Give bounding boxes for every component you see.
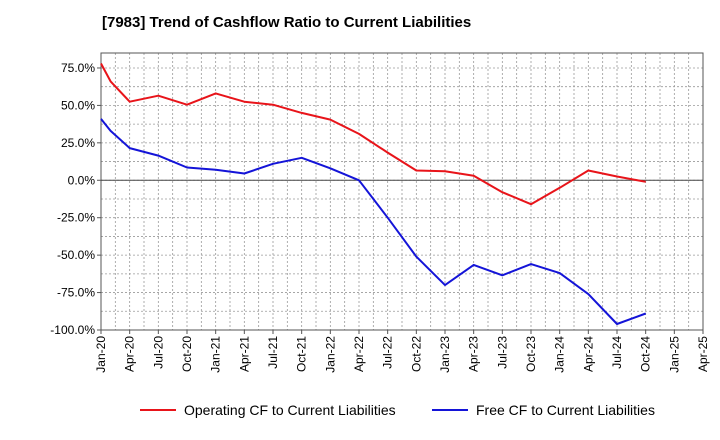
y-tick-label: 0.0% xyxy=(68,173,96,187)
legend-swatch-blue xyxy=(432,409,468,411)
y-tick-label: 50.0% xyxy=(61,98,95,112)
x-tick-label: Jul-21 xyxy=(266,336,280,369)
plot-frame xyxy=(100,52,704,331)
legend: Operating CF to Current Liabilities Free… xyxy=(0,402,720,426)
y-tick-labels: 75.0% 50.0% 25.0% 0.0% -25.0% -50.0% -75.0% -10… xyxy=(50,61,101,337)
legend-item-operating-cf: Operating CF to Current Liabilities xyxy=(140,402,396,418)
legend-item-free-cf: Free CF to Current Liabilities xyxy=(432,402,655,418)
y-tick-label: -75.0% xyxy=(57,286,95,300)
legend-label: Free CF to Current Liabilities xyxy=(476,402,655,418)
x-tick-labels: Jan-20 Apr-20 Jul-20 Oct-20 Jan-21 Apr-21 Jul-… xyxy=(94,330,710,373)
x-tick-label: Apr-25 xyxy=(696,336,710,372)
y-tick-label: -100.0% xyxy=(50,323,95,337)
chart-title: [7983] Trend of Cashflow Ratio to Curren… xyxy=(102,14,472,31)
legend-label: Operating CF to Current Liabilities xyxy=(184,402,396,418)
x-tick-label: Oct-22 xyxy=(409,336,423,372)
x-tick-label: Jul-23 xyxy=(495,336,509,369)
x-tick-label: Oct-20 xyxy=(180,336,194,372)
axes xyxy=(100,52,704,331)
x-tick-label: Jan-23 xyxy=(438,336,452,373)
x-tick-label: Jan-25 xyxy=(667,336,681,373)
x-tick-label: Jul-22 xyxy=(381,336,395,369)
y-tick-label: -50.0% xyxy=(57,248,95,262)
x-tick-label: Jan-24 xyxy=(553,336,567,373)
x-tick-label: Jul-24 xyxy=(610,336,624,369)
x-tick-label: Oct-21 xyxy=(295,336,309,372)
x-tick-label: Apr-21 xyxy=(237,336,251,372)
line-chart: 75.0% 50.0% 25.0% 0.0% -25.0% -50.0% -75.0% -10… xyxy=(50,52,710,373)
data-series xyxy=(100,63,647,325)
x-tick-label: Jan-20 xyxy=(94,336,108,373)
y-tick-label: 75.0% xyxy=(61,61,95,75)
x-tick-label: Jan-22 xyxy=(323,336,337,373)
x-tick-label: Apr-20 xyxy=(123,336,137,372)
x-tick-label: Apr-24 xyxy=(581,336,595,372)
x-tick-label: Jul-20 xyxy=(151,336,165,369)
legend-swatch-red xyxy=(140,409,176,411)
x-tick-label: Apr-22 xyxy=(352,336,366,372)
y-tick-label: -25.0% xyxy=(57,211,95,225)
grid-lines xyxy=(101,53,703,330)
x-tick-label: Jan-21 xyxy=(209,336,223,373)
y-tick-label: 25.0% xyxy=(61,136,95,150)
x-tick-label: Oct-24 xyxy=(639,336,653,372)
x-tick-label: Apr-23 xyxy=(467,336,481,372)
x-tick-label: Oct-23 xyxy=(524,336,538,372)
